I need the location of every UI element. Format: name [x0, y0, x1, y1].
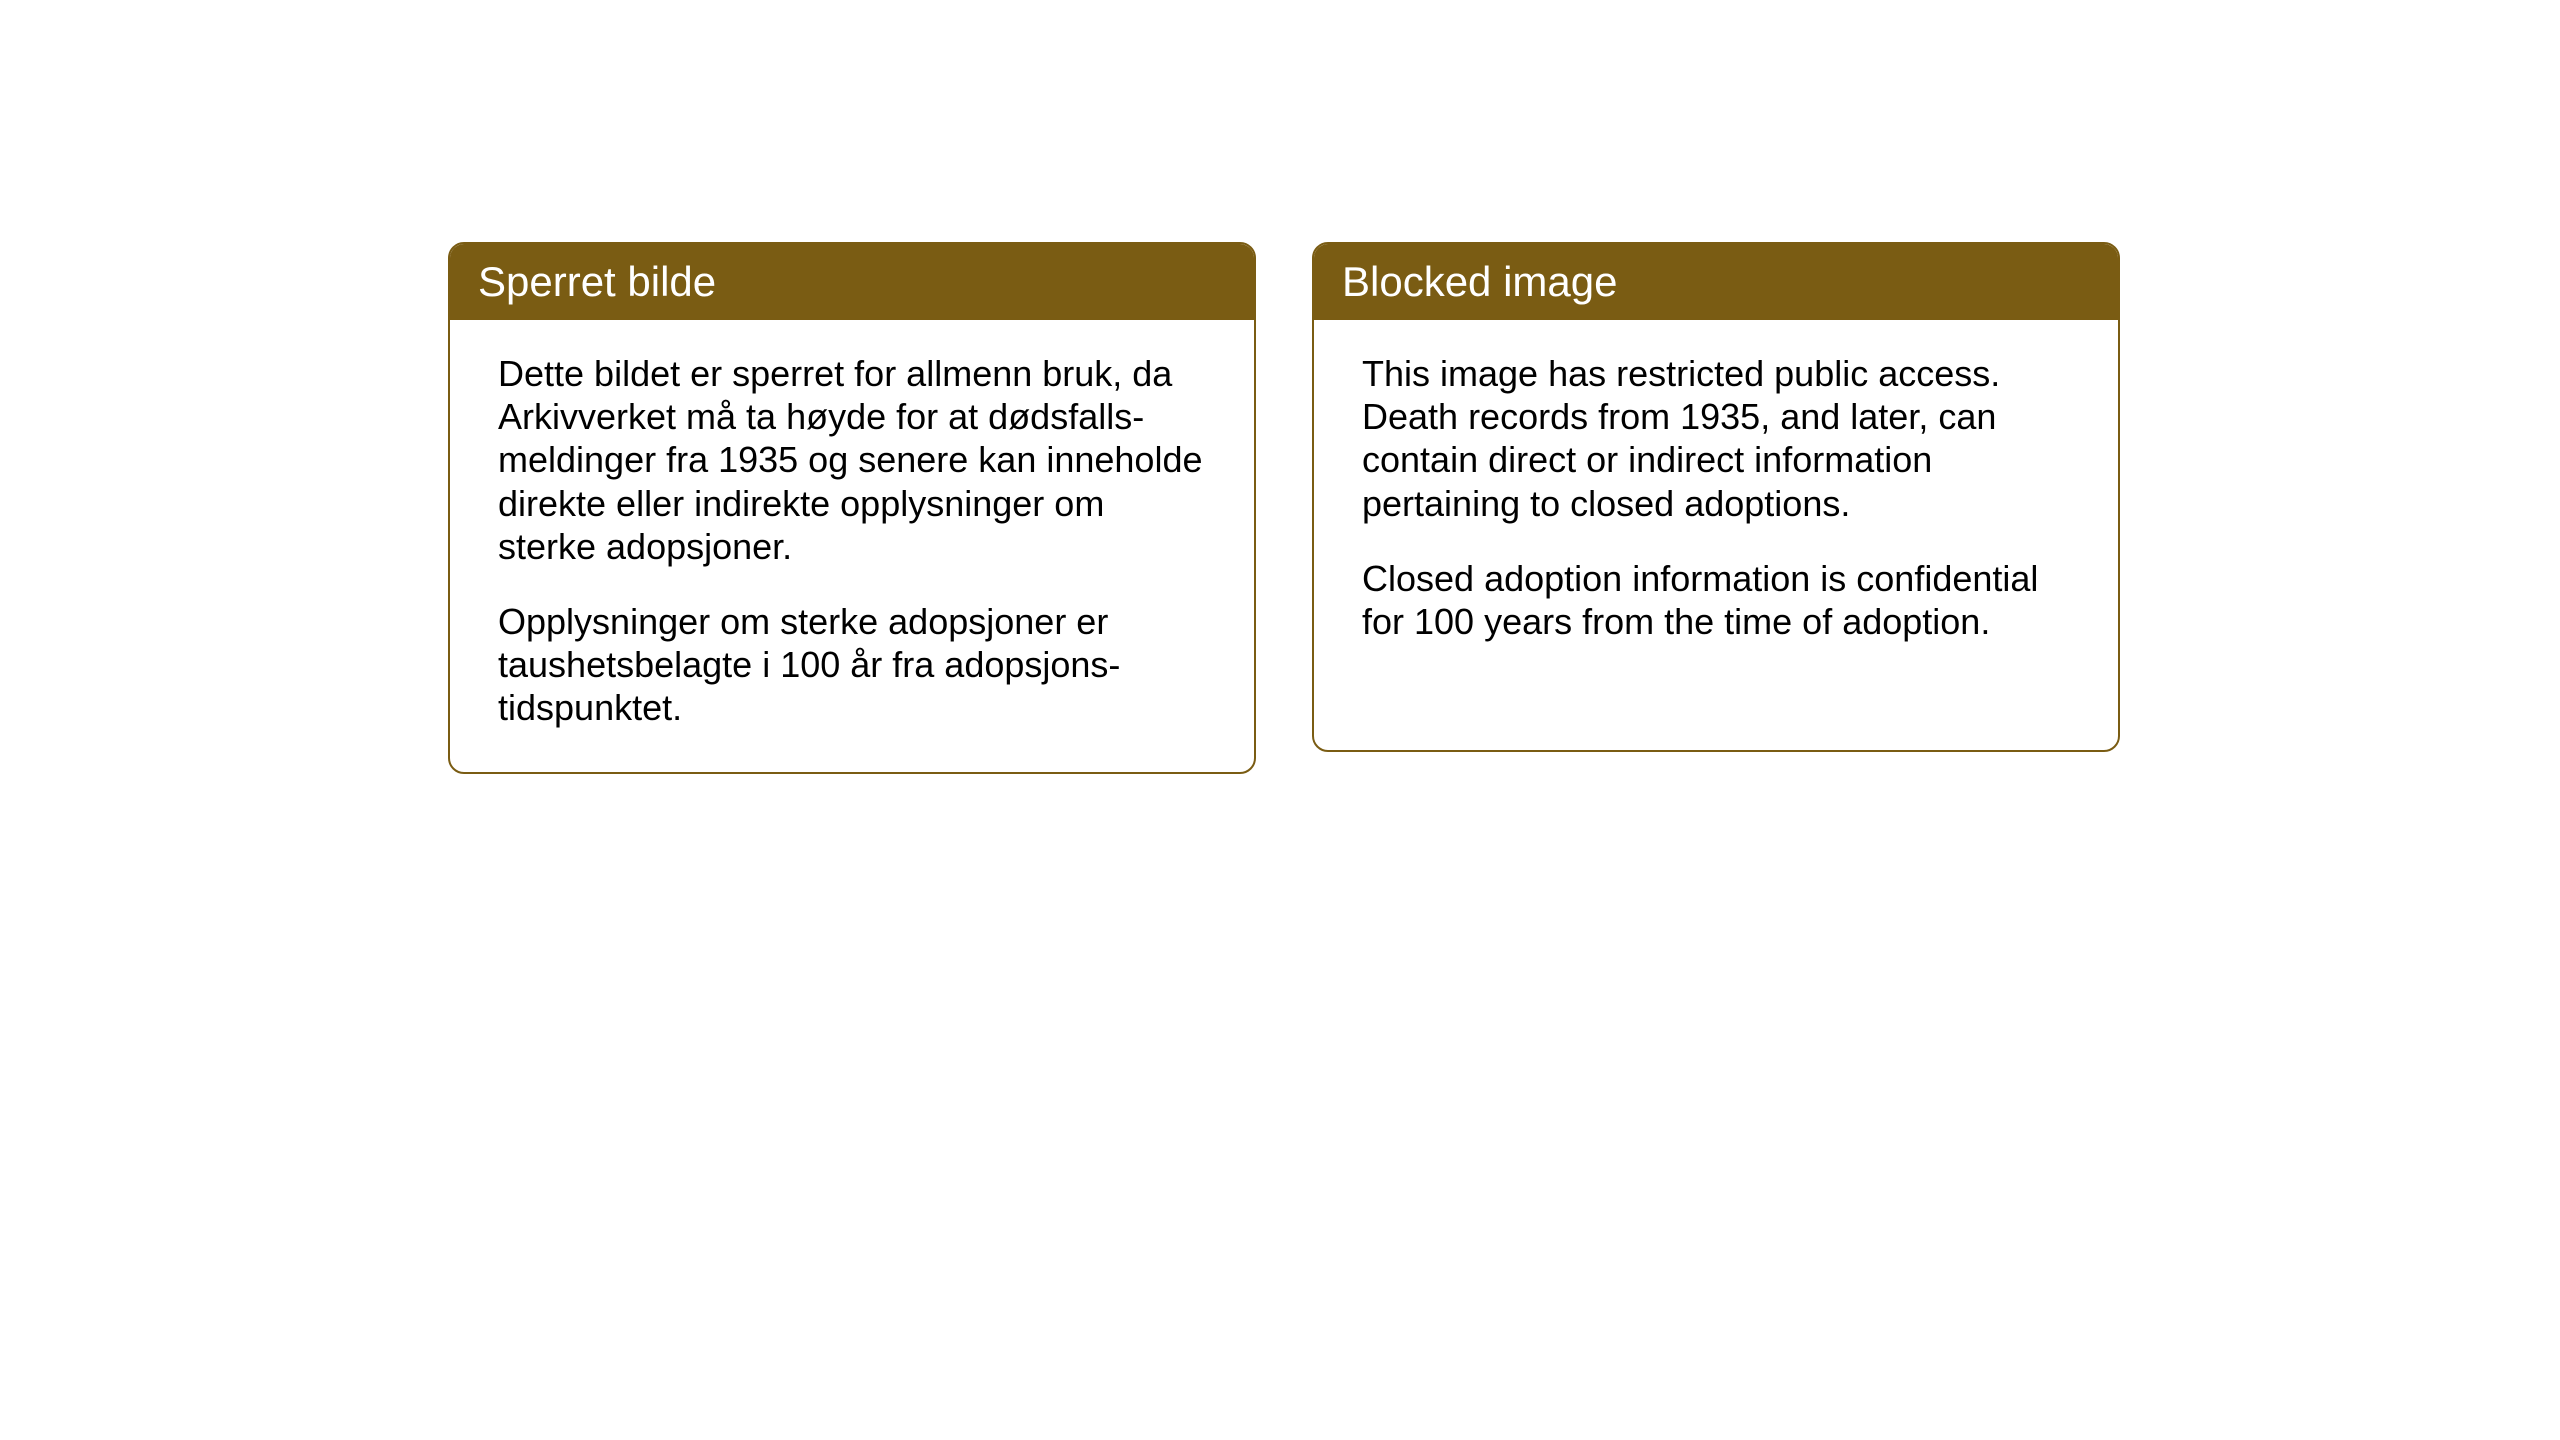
norwegian-card-body: Dette bildet er sperret for allmenn bruk…: [450, 320, 1254, 772]
english-card-body: This image has restricted public access.…: [1314, 320, 2118, 685]
english-paragraph-1: This image has restricted public access.…: [1362, 352, 2070, 525]
norwegian-card-title: Sperret bilde: [450, 244, 1254, 320]
notice-cards-container: Sperret bilde Dette bildet er sperret fo…: [448, 242, 2120, 774]
english-paragraph-2: Closed adoption information is confident…: [1362, 557, 2070, 643]
english-notice-card: Blocked image This image has restricted …: [1312, 242, 2120, 752]
norwegian-notice-card: Sperret bilde Dette bildet er sperret fo…: [448, 242, 1256, 774]
english-card-title: Blocked image: [1314, 244, 2118, 320]
norwegian-paragraph-2: Opplysninger om sterke adopsjoner er tau…: [498, 600, 1206, 730]
norwegian-paragraph-1: Dette bildet er sperret for allmenn bruk…: [498, 352, 1206, 568]
